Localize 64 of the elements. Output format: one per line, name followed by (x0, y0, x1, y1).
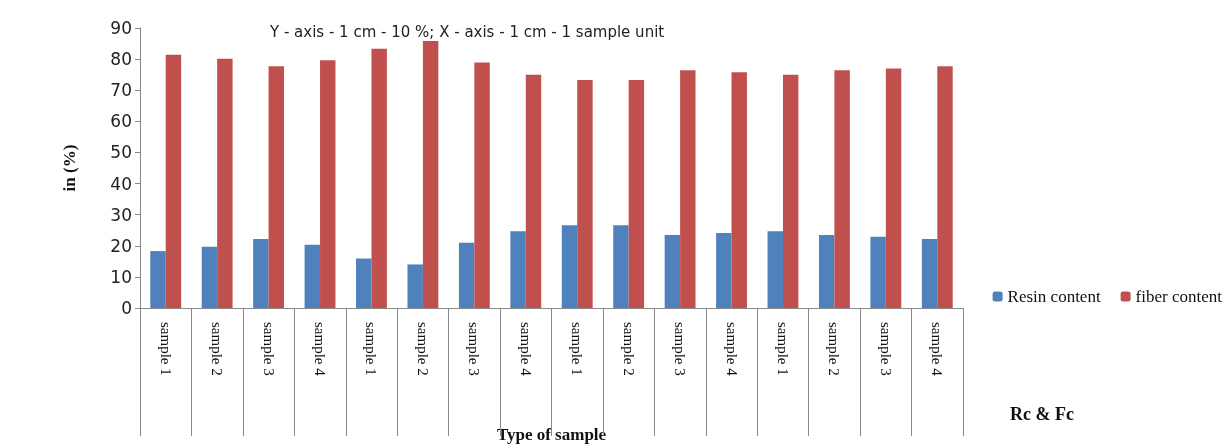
x-tick-label: sample 4 (517, 322, 534, 377)
bar (664, 234, 681, 308)
y-tick-label: 30 (110, 204, 132, 225)
bar (767, 231, 783, 308)
bar (782, 74, 799, 308)
x-tick-label: sample 1 (363, 322, 380, 376)
x-tick-label: sample 4 (929, 322, 946, 377)
legend-label: Resin content (1007, 287, 1101, 306)
bar (510, 231, 526, 308)
y-tick-label: 70 (110, 80, 132, 101)
x-tick-label: sample 2 (414, 322, 431, 376)
bar (474, 62, 490, 308)
y-tick-label: 90 (110, 18, 132, 38)
bar (422, 41, 439, 308)
y-tick-label: 60 (110, 111, 132, 132)
bar (818, 234, 835, 308)
bar (253, 238, 269, 308)
x-tick-label: sample 4 (723, 322, 740, 377)
bar (628, 79, 645, 308)
y-tick-label: 10 (110, 266, 132, 287)
text: Rc & Fc (1010, 404, 1074, 424)
y-tick-label: 40 (110, 173, 132, 194)
x-tick-label: sample 1 (569, 322, 586, 376)
bar (268, 66, 285, 308)
bar (320, 60, 336, 308)
bar (885, 68, 902, 308)
bar (870, 236, 886, 308)
bar (716, 233, 732, 308)
bar (217, 58, 233, 308)
y-tick-label: 20 (110, 235, 132, 256)
x-tick-label: sample 2 (826, 322, 843, 376)
bar (371, 48, 387, 308)
x-axis-title: Type of sample (496, 425, 607, 444)
bar (525, 74, 542, 308)
y-axis-title: in (%) (60, 144, 79, 192)
bar (165, 54, 182, 308)
bar (356, 258, 372, 308)
bar (304, 244, 321, 308)
y-tick-label: 50 (110, 142, 132, 163)
bar (407, 264, 423, 308)
annotation: Y - axis - 1 cm - 10 %; X - axis - 1 cm - 1 sample unit (269, 22, 665, 41)
x-tick-label: sample 3 (877, 322, 894, 376)
y-tick-label: 80 (110, 49, 132, 70)
x-tick-label: sample 2 (620, 322, 637, 376)
x-tick-label: sample 1 (774, 322, 791, 376)
x-tick-label: sample 3 (466, 322, 483, 376)
bar (458, 242, 475, 308)
bar (937, 66, 953, 308)
bar (731, 72, 747, 308)
y-tick-label: 0 (121, 298, 132, 318)
bar (921, 238, 938, 308)
bar (834, 70, 850, 308)
x-tick-label: sample 4 (312, 322, 329, 377)
legend-label: fiber content (1135, 287, 1223, 306)
x-tick-label: sample 3 (260, 322, 277, 376)
x-tick-label: sample 1 (157, 322, 174, 376)
bar (150, 251, 166, 308)
bar (577, 79, 593, 308)
bar (613, 225, 629, 308)
bar (201, 246, 218, 308)
bar (561, 225, 578, 308)
x-tick-label: sample 2 (209, 322, 226, 376)
bar (680, 70, 696, 308)
x-tick-label: sample 3 (672, 322, 689, 376)
